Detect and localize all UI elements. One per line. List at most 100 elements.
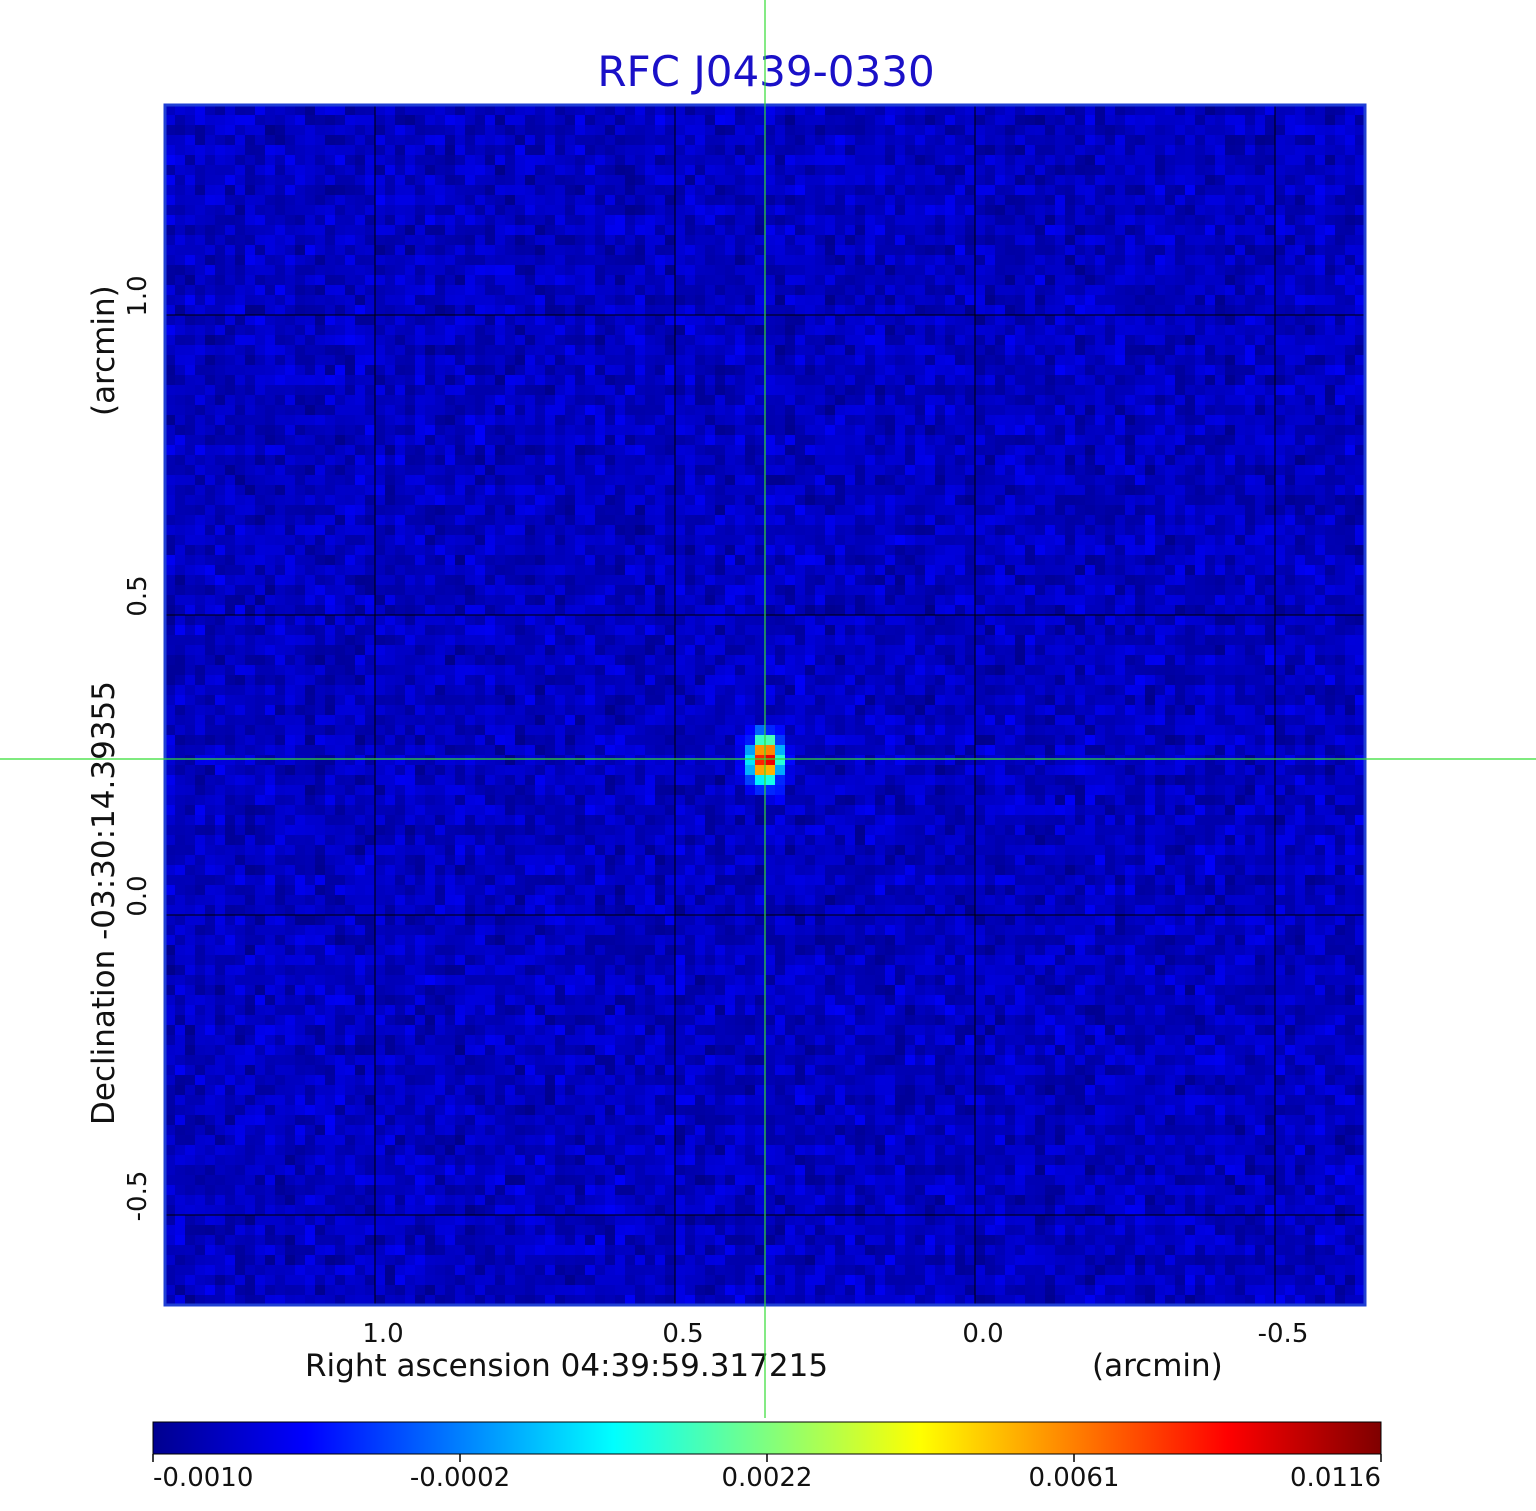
image-pixel [345,215,356,226]
image-pixel [835,475,846,486]
image-pixel [665,485,676,496]
image-pixel [905,485,916,496]
image-pixel [1055,495,1066,506]
image-pixel [725,215,736,226]
image-pixel [1055,445,1066,456]
image-pixel [885,405,896,416]
image-pixel [815,285,826,296]
image-pixel [185,465,196,476]
image-pixel [1175,235,1186,246]
image-pixel [1225,495,1236,506]
image-pixel [405,515,416,526]
image-pixel [515,195,526,206]
image-pixel [1215,235,1226,246]
image-pixel [915,195,926,206]
image-pixel [275,255,286,266]
image-pixel [765,295,776,306]
image-pixel [975,115,986,126]
image-pixel [735,215,746,226]
image-pixel [955,195,966,206]
image-pixel [1235,185,1246,196]
image-pixel [1205,225,1216,236]
image-pixel [605,135,616,146]
image-pixel [595,435,606,446]
image-pixel [525,325,536,336]
image-pixel [415,485,426,496]
image-pixel [1275,415,1286,426]
image-pixel [525,355,536,366]
image-pixel [285,365,296,376]
image-pixel [945,345,956,356]
image-pixel [455,455,466,466]
image-pixel [405,425,416,436]
image-pixel [565,145,576,156]
image-pixel [695,415,706,426]
image-pixel [555,485,566,496]
image-pixel [875,185,886,196]
image-pixel [565,495,576,506]
image-pixel [1325,125,1336,136]
image-pixel [315,325,326,336]
image-pixel [455,445,466,456]
image-pixel [1165,415,1176,426]
image-pixel [705,335,716,346]
image-pixel [505,385,516,396]
image-pixel [545,215,556,226]
image-pixel [835,515,846,526]
image-pixel [525,115,536,126]
image-pixel [435,125,446,136]
image-pixel [765,505,776,516]
image-pixel [1075,395,1086,406]
image-pixel [1275,485,1286,496]
image-pixel [725,325,736,336]
image-pixel [1345,305,1356,316]
image-pixel [1095,385,1106,396]
image-pixel [515,305,526,316]
image-pixel [1125,125,1136,136]
image-pixel [1355,125,1366,136]
image-pixel [675,215,686,226]
image-pixel [175,385,186,396]
image-pixel [605,125,616,136]
image-pixel [715,335,726,346]
image-pixel [1325,385,1336,396]
image-pixel [495,115,506,126]
image-pixel [1245,325,1256,336]
image-pixel [1245,215,1256,226]
image-pixel [215,385,226,396]
image-pixel [365,275,376,286]
image-pixel [855,175,866,186]
image-pixel [1195,265,1206,276]
image-pixel [1205,335,1216,346]
image-pixel [545,175,556,186]
image-pixel [775,495,786,506]
image-pixel [545,475,556,486]
image-pixel [795,515,806,526]
image-pixel [745,225,756,236]
image-pixel [215,475,226,486]
image-pixel [525,335,536,346]
image-pixel [345,185,356,196]
image-pixel [305,455,316,466]
image-pixel [495,225,506,236]
image-pixel [1065,395,1076,406]
image-pixel [315,175,326,186]
image-pixel [555,205,566,216]
image-pixel [1315,465,1326,476]
image-pixel [335,175,346,186]
image-pixel [215,365,226,376]
image-pixel [555,425,566,436]
image-pixel [755,495,766,506]
image-pixel [1105,205,1116,216]
image-pixel [305,435,316,446]
image-pixel [1105,105,1116,116]
image-pixel [555,165,566,176]
image-pixel [1235,195,1246,206]
image-pixel [985,435,996,446]
image-pixel [1085,485,1096,496]
image-pixel [585,415,596,426]
image-pixel [355,465,366,476]
image-pixel [615,265,626,276]
image-pixel [165,475,176,486]
image-pixel [1045,135,1056,146]
